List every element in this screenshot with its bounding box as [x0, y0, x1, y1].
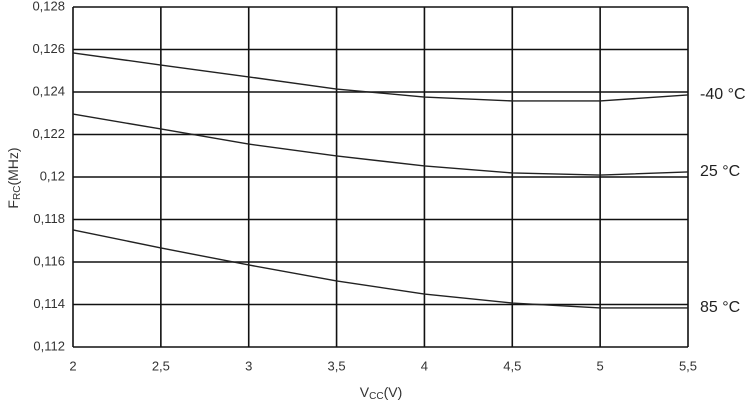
y-tick-label: 0,124	[32, 83, 65, 98]
x-label-main: V	[360, 384, 370, 400]
series-line	[72, 229, 688, 309]
y-label-unit: (MHz)	[5, 147, 21, 185]
x-tick-label: 3	[245, 358, 252, 373]
series-line	[72, 113, 689, 176]
y-tick-label: 0,112	[33, 338, 65, 353]
y-axis-label: FRC(MHz)	[5, 147, 23, 208]
series-label: 85 °C	[700, 299, 740, 316]
y-tick-label: 0,122	[32, 126, 65, 141]
x-tick-label: 5,5	[679, 358, 697, 373]
y-tick-label: 0,128	[32, 0, 65, 13]
y-tick-label: 0,12	[40, 168, 65, 183]
series-label: 25 °C	[700, 163, 740, 180]
y-tick-label: 0,126	[32, 41, 65, 56]
y-tick-label: 0,116	[33, 253, 65, 268]
x-label-unit: (V)	[384, 384, 403, 400]
y-tick-label: 0,118	[33, 211, 65, 226]
y-tick-label: 0,114	[33, 296, 65, 311]
y-label-sub: RC	[12, 186, 23, 200]
x-tick-label: 4	[421, 358, 428, 373]
x-tick-label: 2	[69, 358, 76, 373]
y-label-main: F	[5, 200, 21, 209]
x-tick-label: 4,5	[503, 358, 521, 373]
x-label-sub: CC	[369, 391, 383, 402]
x-tick-label: 3,5	[328, 358, 346, 373]
x-axis-label: VCC(V)	[360, 384, 402, 402]
series-line	[72, 52, 689, 102]
x-tick-label: 2,5	[152, 358, 170, 373]
x-tick-label: 5	[597, 358, 604, 373]
series-label: -40 °C	[700, 86, 746, 103]
